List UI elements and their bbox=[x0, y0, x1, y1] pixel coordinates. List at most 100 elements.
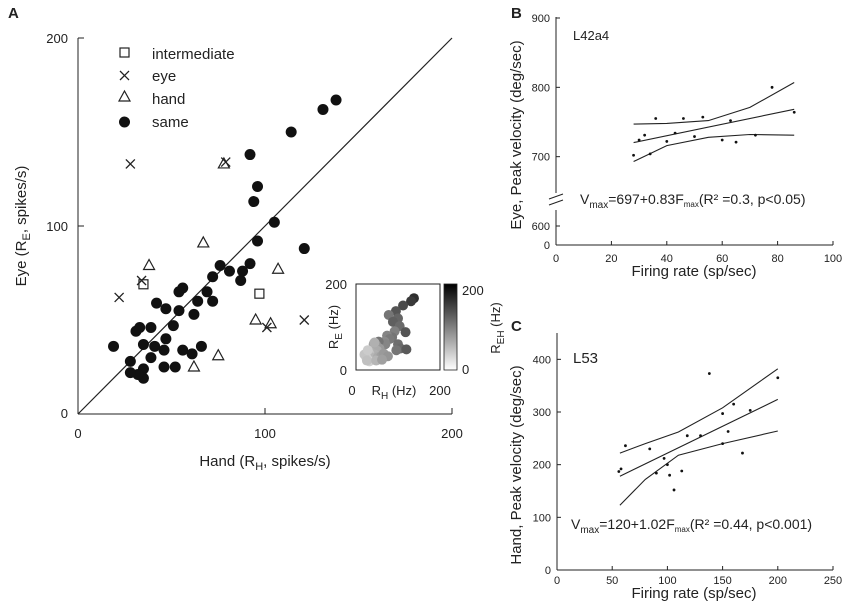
panel-c-point bbox=[654, 471, 658, 475]
point-same bbox=[201, 286, 213, 298]
point-same bbox=[268, 216, 280, 228]
panel-c-point bbox=[721, 442, 724, 445]
panel-c-point bbox=[748, 409, 752, 412]
point-hand bbox=[196, 235, 210, 248]
panel-b-x-tick: 80 bbox=[771, 253, 783, 265]
panel-a-x-tick: 0 bbox=[74, 426, 81, 441]
panel-b-x-tick: 100 bbox=[824, 253, 842, 265]
panel-b-y-tick: 0 bbox=[544, 240, 550, 252]
panel-c-x-label: Firing rate (sp/sec) bbox=[631, 585, 756, 602]
panel-c-ticks: 0 50 100 150 200 250 0 100 200 300 400 bbox=[533, 354, 843, 587]
point-same bbox=[186, 348, 198, 360]
panel-b-y-tick: 700 bbox=[532, 152, 550, 164]
point-same bbox=[235, 275, 247, 287]
point-same bbox=[207, 295, 219, 307]
point-eye bbox=[125, 159, 136, 169]
panel-c-y-tick: 300 bbox=[533, 407, 551, 419]
point-same bbox=[169, 361, 181, 373]
panel-c-point bbox=[680, 469, 684, 473]
panel-c-x-tick: 100 bbox=[658, 575, 676, 587]
panel-c: L53 0 50 100 150 200 250 0 100 200 300 400 Firing … bbox=[508, 333, 842, 602]
legend-label-same: same bbox=[152, 114, 189, 131]
panel-c-regression-line bbox=[619, 398, 779, 477]
panel-b-fit bbox=[633, 82, 795, 162]
panel-b-ci-upper bbox=[633, 82, 795, 125]
point-eye bbox=[299, 315, 310, 325]
point-hand bbox=[211, 348, 225, 361]
colorbar-tick: 200 bbox=[462, 283, 484, 298]
panel-a-y-label: Eye (RE, spikes/s) bbox=[13, 166, 33, 287]
panel-c-equation: Vmax=120+1.02Fmax(R² =0.44, p<0.001) bbox=[571, 516, 812, 536]
point-hand bbox=[249, 312, 263, 325]
point-same bbox=[317, 103, 329, 115]
panel-a-label: A bbox=[8, 5, 19, 22]
point-hand bbox=[217, 156, 231, 169]
panel-b-x-tick: 0 bbox=[553, 253, 559, 265]
panel-b-point bbox=[693, 135, 696, 138]
point-same bbox=[214, 259, 226, 271]
panel-b-point bbox=[770, 85, 774, 89]
legend-label-eye: eye bbox=[152, 68, 176, 85]
legend-marker-hand bbox=[117, 89, 132, 102]
panel-c-unit-label: L53 bbox=[573, 350, 598, 367]
point-same bbox=[134, 322, 146, 334]
panel-a-y-tick: 200 bbox=[46, 31, 68, 46]
point-same bbox=[149, 340, 161, 352]
legend-label-hand: hand bbox=[152, 91, 185, 108]
point-same bbox=[248, 196, 260, 208]
panel-b: L42a4 0 20 40 60 80 100 0 600 700 800 900 Firing r… bbox=[508, 13, 842, 280]
panel-a: 0 100 200 0 100 200 Hand (RH, spikes/s) … bbox=[13, 31, 507, 473]
panel-a-points bbox=[108, 94, 342, 384]
panel-c-point bbox=[624, 444, 627, 448]
inset-points bbox=[359, 293, 419, 367]
point-hand bbox=[271, 261, 285, 274]
inset-x-label: RH (Hz) bbox=[372, 383, 417, 402]
inset-point bbox=[362, 345, 373, 356]
point-same bbox=[124, 355, 136, 367]
inset-point bbox=[398, 300, 409, 311]
panel-b-y-tick: 800 bbox=[532, 82, 550, 94]
panel-b-points bbox=[632, 85, 796, 157]
panel-a-x-tick: 100 bbox=[254, 426, 276, 441]
panel-b-axis-break bbox=[548, 193, 564, 206]
panel-c-y-tick: 0 bbox=[545, 565, 551, 577]
point-same bbox=[195, 340, 207, 352]
panel-b-equation: Vmax=697+0.83Fmax(R² =0.3, p<0.05) bbox=[580, 191, 806, 211]
point-same bbox=[223, 265, 235, 277]
point-same bbox=[252, 235, 264, 247]
panel-c-x-tick: 0 bbox=[554, 575, 560, 587]
panel-b-ticks: 0 20 40 60 80 100 0 600 700 800 900 bbox=[532, 13, 843, 265]
panel-c-label: C bbox=[511, 318, 522, 335]
panel-b-ci-lower bbox=[633, 133, 795, 162]
panel-c-y-tick: 100 bbox=[533, 512, 551, 524]
point-same bbox=[108, 340, 120, 352]
point-intermediate bbox=[138, 279, 149, 290]
panel-c-point bbox=[619, 467, 623, 471]
inset-point bbox=[400, 327, 411, 338]
panel-c-x-tick: 250 bbox=[824, 575, 842, 587]
panel-c-points bbox=[617, 372, 780, 492]
panel-a-y-tick: 100 bbox=[46, 219, 68, 234]
point-same bbox=[207, 271, 219, 283]
panel-b-point bbox=[720, 138, 724, 142]
panel-b-point bbox=[682, 117, 685, 120]
point-same bbox=[192, 295, 204, 307]
panel-b-point bbox=[754, 133, 757, 137]
inset-x-tick: 200 bbox=[429, 383, 451, 398]
panel-b-point bbox=[673, 131, 677, 135]
panel-a-unity-line bbox=[77, 37, 453, 415]
inset-point bbox=[369, 337, 380, 348]
panel-a-legend: intermediate eye hand same bbox=[117, 46, 235, 131]
panel-c-point bbox=[721, 412, 724, 415]
panel-c-fit bbox=[619, 368, 779, 506]
legend-marker-intermediate bbox=[119, 47, 130, 58]
inset-y-tick: 0 bbox=[340, 363, 347, 378]
panel-b-y-tick: 900 bbox=[532, 13, 550, 25]
point-same bbox=[145, 322, 157, 334]
point-same bbox=[167, 320, 179, 332]
panel-c-ci-upper bbox=[619, 368, 779, 454]
panel-b-point bbox=[637, 138, 641, 142]
panel-b-y-tick: 600 bbox=[532, 221, 550, 233]
panel-c-point bbox=[668, 473, 672, 477]
panel-c-point bbox=[776, 376, 780, 380]
